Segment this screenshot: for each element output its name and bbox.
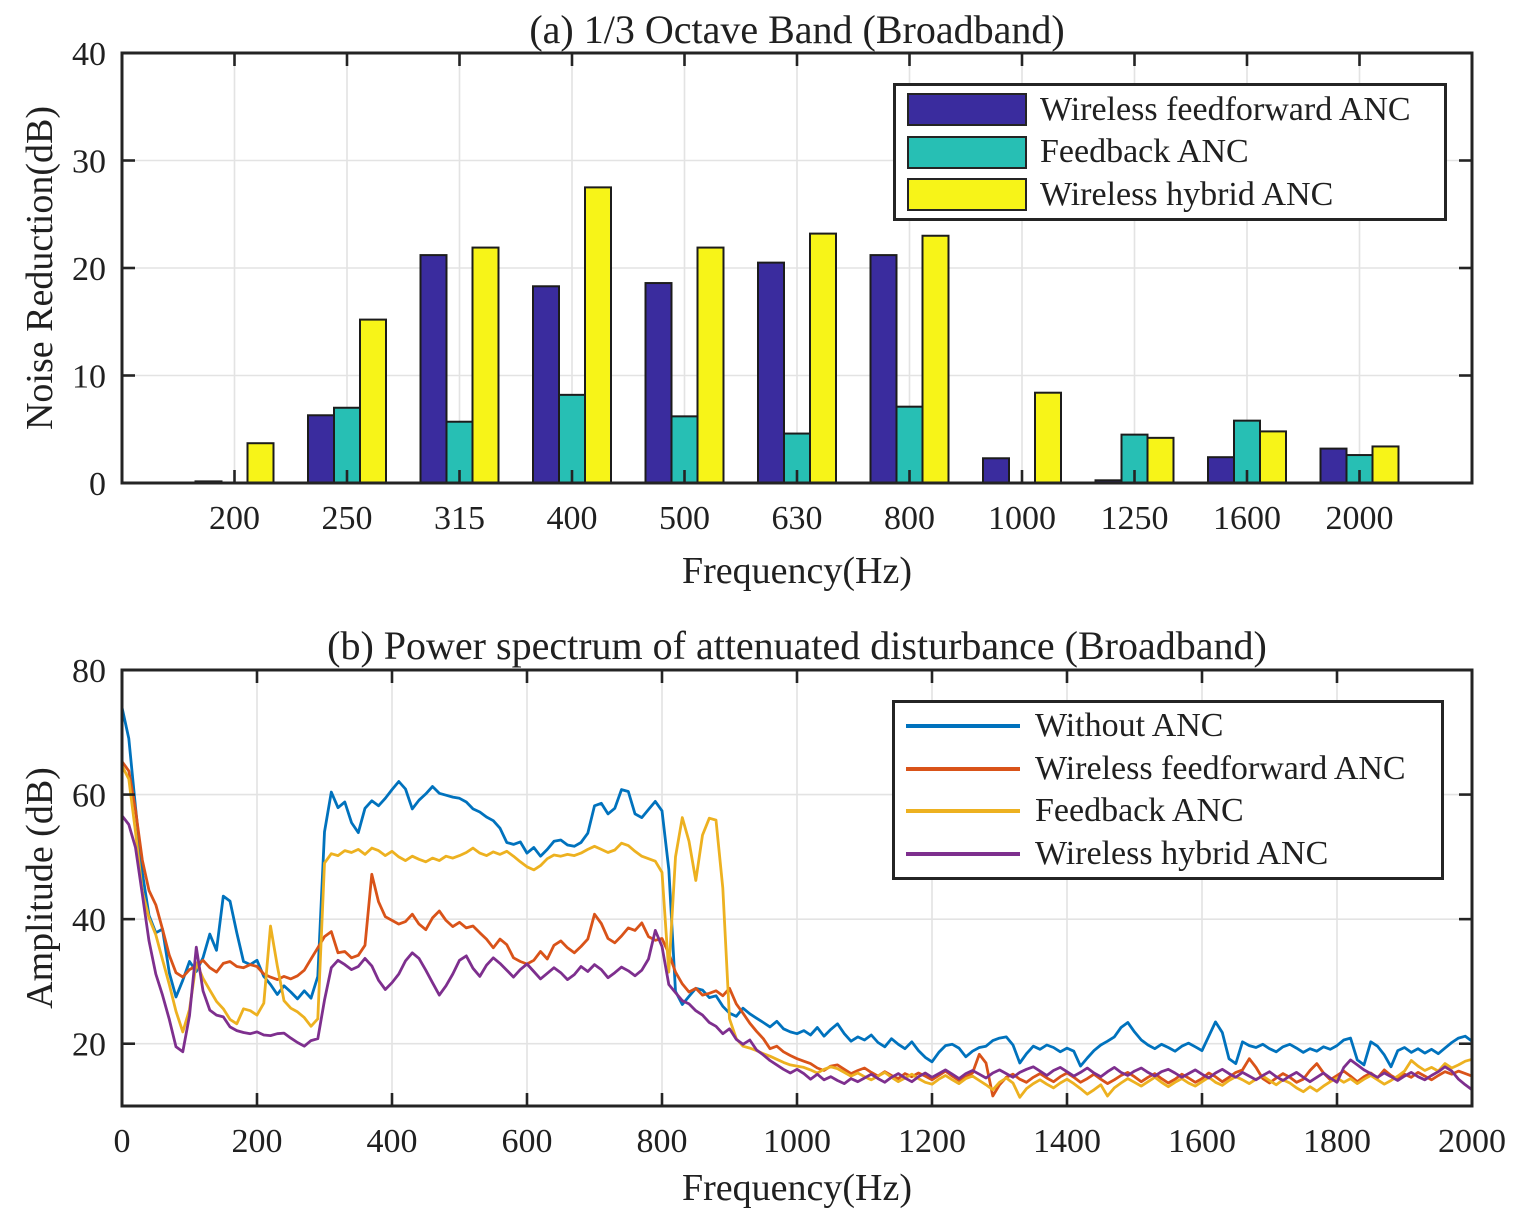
series-line-3 xyxy=(120,814,1474,1092)
legend-label: Wireless hybrid ANC xyxy=(1035,834,1329,872)
panel-a-xlabel: Frequency(Hz) xyxy=(681,550,912,592)
legend-label: Feedback ANC xyxy=(1035,792,1244,830)
bar-0-2000 xyxy=(1319,447,1348,485)
x-tick-label: 2000 xyxy=(1326,500,1394,537)
x-tick-label: 800 xyxy=(884,500,935,537)
bar-1-400 xyxy=(558,393,586,485)
bar-2-315 xyxy=(471,246,500,484)
x-tick-label: 1000 xyxy=(988,500,1056,537)
bar-2-1250 xyxy=(1146,436,1175,485)
panel-a-legend: Wireless feedforward ANC Feedback ANC Wi… xyxy=(893,83,1447,221)
y-tick-label: 20 xyxy=(72,1027,106,1064)
legend-line-hybrid-anc xyxy=(906,851,1020,856)
bar-2-250 xyxy=(359,318,387,484)
legend-swatch-hybrid-anc xyxy=(907,178,1027,211)
x-tick-label: 0 xyxy=(114,1123,131,1160)
x-tick-label: 2000 xyxy=(1438,1123,1506,1160)
y-tick-label: 60 xyxy=(72,778,106,815)
legend-item-without-anc: Without ANC xyxy=(895,707,1441,745)
bar-2-800 xyxy=(921,234,950,484)
x-tick-label: 1200 xyxy=(898,1123,966,1160)
series-line-1 xyxy=(120,760,1474,1098)
x-tick-label: 500 xyxy=(659,500,710,537)
x-tick-label: 1800 xyxy=(1303,1123,1371,1160)
y-tick-label: 20 xyxy=(72,251,106,288)
y-tick-label: 30 xyxy=(72,144,106,181)
x-tick-label: 1600 xyxy=(1213,500,1281,537)
x-tick-label: 250 xyxy=(322,500,373,537)
y-tick-label: 80 xyxy=(72,653,106,690)
x-tick-label: 1600 xyxy=(1168,1123,1236,1160)
panel-b-xlabel: Frequency(Hz) xyxy=(681,1167,912,1209)
x-tick-label: 1400 xyxy=(1033,1123,1101,1160)
legend-label: Without ANC xyxy=(1035,707,1224,745)
bar-0-1600 xyxy=(1207,456,1235,485)
legend-swatch-feedback-anc xyxy=(907,135,1027,169)
bar-0-630 xyxy=(757,261,785,484)
legend-line-feedback-anc xyxy=(906,809,1020,814)
panel-b-legend: Without ANC Wireless feedforward ANC Fee… xyxy=(892,700,1444,880)
legend-item-hybrid-anc: Wireless hybrid ANC xyxy=(895,835,1441,873)
series-line-2 xyxy=(120,764,1474,1099)
legend-label: Wireless feedforward ANC xyxy=(1035,749,1406,787)
legend-label: Wireless hybrid ANC xyxy=(1040,175,1334,213)
bar-0-1000 xyxy=(982,457,1010,484)
legend-label: Wireless feedforward ANC xyxy=(1040,90,1411,128)
bar-2-500 xyxy=(696,246,725,484)
legend-item-feedforward-anc: Wireless feedforward ANC xyxy=(896,91,1444,129)
panel-b-title: (b) Power spectrum of attenuated disturb… xyxy=(327,623,1267,668)
bar-2-2000 xyxy=(1371,445,1400,485)
x-tick-label: 600 xyxy=(502,1123,553,1160)
panel-a-title: (a) 1/3 Octave Band (Broadband) xyxy=(529,7,1065,52)
bar-0-400 xyxy=(532,285,560,484)
bar-2-1600 xyxy=(1259,430,1287,484)
panel-b-ylabel: Amplitude (dB) xyxy=(19,767,61,1009)
y-tick-label: 10 xyxy=(72,359,106,396)
x-tick-label: 1000 xyxy=(763,1123,831,1160)
series-line-0 xyxy=(120,706,1474,1069)
legend-item-feedforward-anc: Wireless feedforward ANC xyxy=(895,750,1441,788)
x-tick-label: 400 xyxy=(547,500,598,537)
bar-0-500 xyxy=(644,282,673,484)
y-tick-label: 40 xyxy=(72,902,106,939)
x-tick-label: 800 xyxy=(637,1123,688,1160)
x-tick-label: 315 xyxy=(434,500,485,537)
y-tick-label: 40 xyxy=(72,36,106,73)
x-tick-label: 200 xyxy=(232,1123,283,1160)
legend-swatch-feedforward-anc xyxy=(907,93,1027,126)
bar-2-630 xyxy=(809,232,837,484)
x-tick-label: 200 xyxy=(209,500,260,537)
x-tick-label: 630 xyxy=(772,500,823,537)
y-tick-label: 0 xyxy=(89,466,106,503)
panel-a-ylabel: Noise Reduction(dB) xyxy=(19,105,61,431)
x-tick-label: 400 xyxy=(367,1123,418,1160)
bar-2-400 xyxy=(584,186,612,484)
bar-0-800 xyxy=(869,254,898,484)
legend-item-feedback-anc: Feedback ANC xyxy=(895,792,1441,830)
legend-item-hybrid-anc: Wireless hybrid ANC xyxy=(896,176,1444,214)
bar-2-1000 xyxy=(1034,391,1062,485)
bar-0-250 xyxy=(307,414,335,484)
x-tick-label: 1250 xyxy=(1101,500,1169,537)
bar-0-315 xyxy=(419,254,448,484)
legend-label: Feedback ANC xyxy=(1040,133,1249,170)
bar-2-200 xyxy=(246,442,275,485)
legend-item-feedback-anc: Feedback ANC xyxy=(896,133,1444,171)
legend-line-feedforward-anc xyxy=(906,766,1020,771)
legend-line-without-anc xyxy=(906,724,1020,729)
